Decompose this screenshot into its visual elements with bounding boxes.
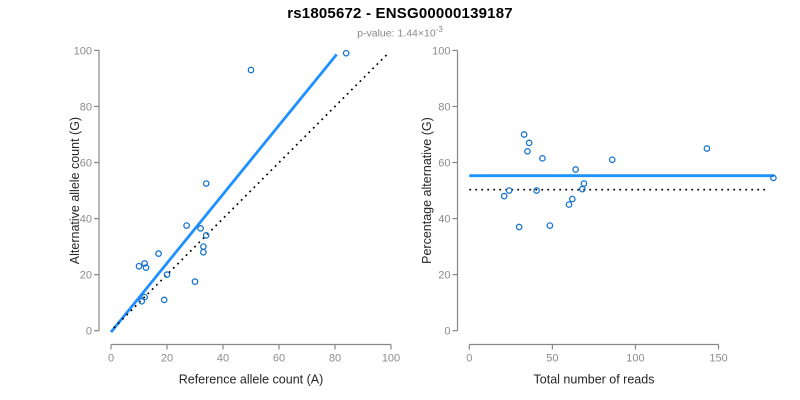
data-point [524, 147, 531, 155]
data-point [770, 174, 777, 182]
data-point [135, 262, 143, 270]
data-point [515, 223, 523, 231]
data-point [568, 195, 576, 203]
data-point [141, 260, 148, 267]
x-tick-label: 100 [382, 353, 400, 365]
data-point [342, 49, 350, 57]
y-tick-label: 60 [80, 158, 92, 170]
data-point [200, 243, 207, 250]
x-tick-label: 50 [546, 353, 558, 365]
x-axis-title: Total number of reads [534, 373, 655, 387]
data-point [565, 201, 573, 208]
data-point [197, 225, 204, 232]
fit-line [109, 53, 338, 333]
data-point [142, 264, 150, 271]
data-point [183, 222, 190, 229]
y-tick-label: 0 [444, 326, 450, 338]
x-tick-label: 0 [466, 353, 472, 365]
allele-counts-panel: 0 20 40 60 80 100 0 20 40 60 80 100 Reference allele… [68, 45, 400, 386]
data-point [572, 166, 580, 173]
data-point [505, 187, 513, 194]
data-point [202, 180, 210, 187]
y-tick-label: 80 [80, 101, 92, 113]
data-point [525, 139, 533, 147]
data-point [191, 278, 199, 285]
x-tick-label: 80 [329, 353, 341, 365]
data-point [533, 187, 540, 194]
data-point [163, 271, 171, 278]
x-tick-label: 20 [161, 353, 173, 365]
y-tick-label: 100 [74, 45, 92, 57]
data-point [247, 66, 255, 74]
data-point [500, 192, 508, 200]
data-point [520, 131, 528, 138]
y-axis-title: Percentage alternative (G) [420, 117, 434, 264]
y-axis-title: Alternative allele count (G) [68, 117, 82, 264]
x-tick-label: 60 [273, 353, 285, 365]
y-tick-label: 100 [432, 45, 450, 57]
y-tick-label: 40 [80, 214, 92, 226]
data-point [703, 145, 711, 152]
x-tick-label: 100 [626, 353, 644, 365]
data-point [539, 154, 546, 162]
percentage-vs-reads-panel: 0 50 100 150 0 20 40 60 80 100 Total number of rea… [420, 45, 777, 387]
y-tick-label: 40 [438, 214, 450, 226]
data-point [155, 250, 162, 257]
x-axis-title: Reference allele count (A) [179, 373, 324, 387]
x-tick-label: 150 [709, 353, 727, 365]
y-tick-label: 60 [438, 158, 450, 170]
data-point [580, 180, 588, 187]
data-point [546, 222, 554, 229]
x-tick-label: 40 [217, 353, 229, 365]
y-tick-label: 80 [438, 101, 450, 113]
y-tick-label: 0 [86, 326, 92, 338]
data-point [608, 156, 616, 164]
data-point [141, 293, 148, 301]
data-point [160, 296, 168, 304]
data-point [200, 248, 207, 256]
identity-line [113, 54, 388, 329]
y-tick-label: 20 [80, 270, 92, 282]
y-tick-label: 20 [438, 270, 450, 282]
x-tick-label: 0 [108, 353, 114, 365]
data-point [202, 232, 210, 239]
